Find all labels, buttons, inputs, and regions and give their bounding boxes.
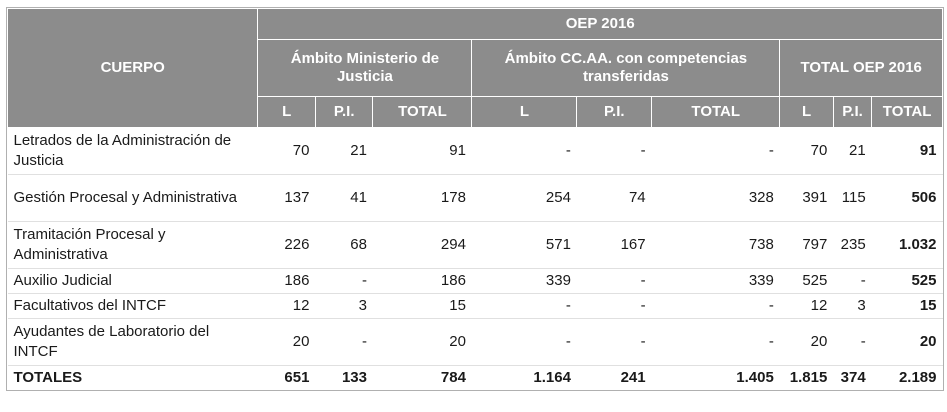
cell-value: 1.815 xyxy=(779,365,834,390)
cell-value: - xyxy=(833,318,872,366)
header-cuerpo: CUERPO xyxy=(6,8,259,128)
totals-row: TOTALES 651 133 784 1.164 241 1.405 1.81… xyxy=(7,365,943,390)
row-name: TOTALES xyxy=(7,365,258,390)
cell-value: 178 xyxy=(372,174,472,222)
cell-value: - xyxy=(315,318,373,366)
cell-value: - xyxy=(315,268,373,294)
cell-value: - xyxy=(576,268,652,294)
header-oep-2016: OEP 2016 xyxy=(257,8,943,40)
subheader-total: TOTAL xyxy=(871,96,943,128)
cell-value: 137 xyxy=(257,174,316,222)
cell-value: - xyxy=(651,127,780,175)
cell-value: 74 xyxy=(576,174,652,222)
subheader-pi: P.I. xyxy=(314,96,374,128)
cell-value: - xyxy=(576,127,652,175)
cell-value: 651 xyxy=(257,365,316,390)
cell-value: 226 xyxy=(257,221,316,269)
cell-value: - xyxy=(471,293,577,319)
oep-2016-table: CUERPO OEP 2016 Ámbito Ministerio de Jus… xyxy=(6,8,943,390)
header-total-oep: TOTAL OEP 2016 xyxy=(779,39,943,97)
subheader-pi: P.I. xyxy=(832,96,873,128)
cell-value: - xyxy=(576,318,652,366)
cell-value: 115 xyxy=(833,174,872,222)
cell-value: 339 xyxy=(651,268,780,294)
row-name: Gestión Procesal y Administrativa xyxy=(7,174,258,222)
cell-value: - xyxy=(651,318,780,366)
cell-value: - xyxy=(833,268,872,294)
cell-value: - xyxy=(576,293,652,319)
cell-value: 254 xyxy=(471,174,577,222)
cell-value: 15 xyxy=(372,293,472,319)
subheader-l: L xyxy=(779,96,834,128)
subheader-total: TOTAL xyxy=(651,96,781,128)
cell-value: 91 xyxy=(372,127,472,175)
cell-value: 235 xyxy=(833,221,872,269)
cell-value: 328 xyxy=(651,174,780,222)
cell-value: 3 xyxy=(833,293,872,319)
cell-value: 738 xyxy=(651,221,780,269)
cell-value: 70 xyxy=(257,127,316,175)
table-row: Gestión Procesal y Administrativa 137 41… xyxy=(7,174,943,222)
cell-value: 186 xyxy=(257,268,316,294)
cell-total: 506 xyxy=(871,174,943,222)
row-name: Auxilio Judicial xyxy=(7,268,258,294)
cell-value: 571 xyxy=(471,221,577,269)
cell-total: 525 xyxy=(871,268,943,294)
cell-value: 3 xyxy=(315,293,373,319)
subheader-total: TOTAL xyxy=(372,96,473,128)
cell-value: - xyxy=(471,318,577,366)
cell-value: 41 xyxy=(315,174,373,222)
cell-value: 784 xyxy=(372,365,472,390)
header-ambito-ministerio: Ámbito Ministerio de Justicia xyxy=(257,39,473,97)
row-name: Ayudantes de Laboratorio del INTCF xyxy=(7,318,258,366)
cell-total: 91 xyxy=(871,127,943,175)
subheader-l: L xyxy=(471,96,578,128)
cell-value: 70 xyxy=(779,127,834,175)
row-name: Letrados de la Administración de Justici… xyxy=(7,127,258,175)
table-row: Tramitación Procesal y Administrativa 22… xyxy=(7,221,943,269)
subheader-pi: P.I. xyxy=(576,96,653,128)
cell-value: 391 xyxy=(779,174,834,222)
table-row: Auxilio Judicial 186 - 186 339 - 339 525… xyxy=(7,268,943,294)
cell-value: 167 xyxy=(576,221,652,269)
cell-value: 20 xyxy=(372,318,472,366)
subheader-l: L xyxy=(257,96,316,128)
cell-total: 20 xyxy=(871,318,943,366)
cell-value: 12 xyxy=(257,293,316,319)
cell-value: 374 xyxy=(833,365,872,390)
header-ambito-ccaa: Ámbito CC.AA. con competencias transferi… xyxy=(471,39,781,97)
cell-value: 21 xyxy=(833,127,872,175)
cell-value: 1.164 xyxy=(471,365,577,390)
cell-value: 294 xyxy=(372,221,472,269)
row-name: Facultativos del INTCF xyxy=(7,293,258,319)
table-row: Letrados de la Administración de Justici… xyxy=(7,127,943,175)
cell-value: - xyxy=(651,293,780,319)
table-row: Ayudantes de Laboratorio del INTCF 20 - … xyxy=(7,318,943,366)
cell-value: 21 xyxy=(315,127,373,175)
cell-value: 133 xyxy=(315,365,373,390)
oep-table-container: CUERPO OEP 2016 Ámbito Ministerio de Jus… xyxy=(6,7,944,391)
cell-total: 1.032 xyxy=(871,221,943,269)
cell-value: - xyxy=(471,127,577,175)
cell-value: 68 xyxy=(315,221,373,269)
cell-value: 339 xyxy=(471,268,577,294)
cell-total: 15 xyxy=(871,293,943,319)
row-name: Tramitación Procesal y Administrativa xyxy=(7,221,258,269)
cell-value: 1.405 xyxy=(651,365,780,390)
cell-value: 20 xyxy=(779,318,834,366)
cell-value: 241 xyxy=(576,365,652,390)
cell-value: 186 xyxy=(372,268,472,294)
cell-total: 2.189 xyxy=(871,365,943,390)
cell-value: 797 xyxy=(779,221,834,269)
cell-value: 20 xyxy=(257,318,316,366)
cell-value: 12 xyxy=(779,293,834,319)
table-row: Facultativos del INTCF 12 3 15 - - - 12 … xyxy=(7,293,943,319)
cell-value: 525 xyxy=(779,268,834,294)
